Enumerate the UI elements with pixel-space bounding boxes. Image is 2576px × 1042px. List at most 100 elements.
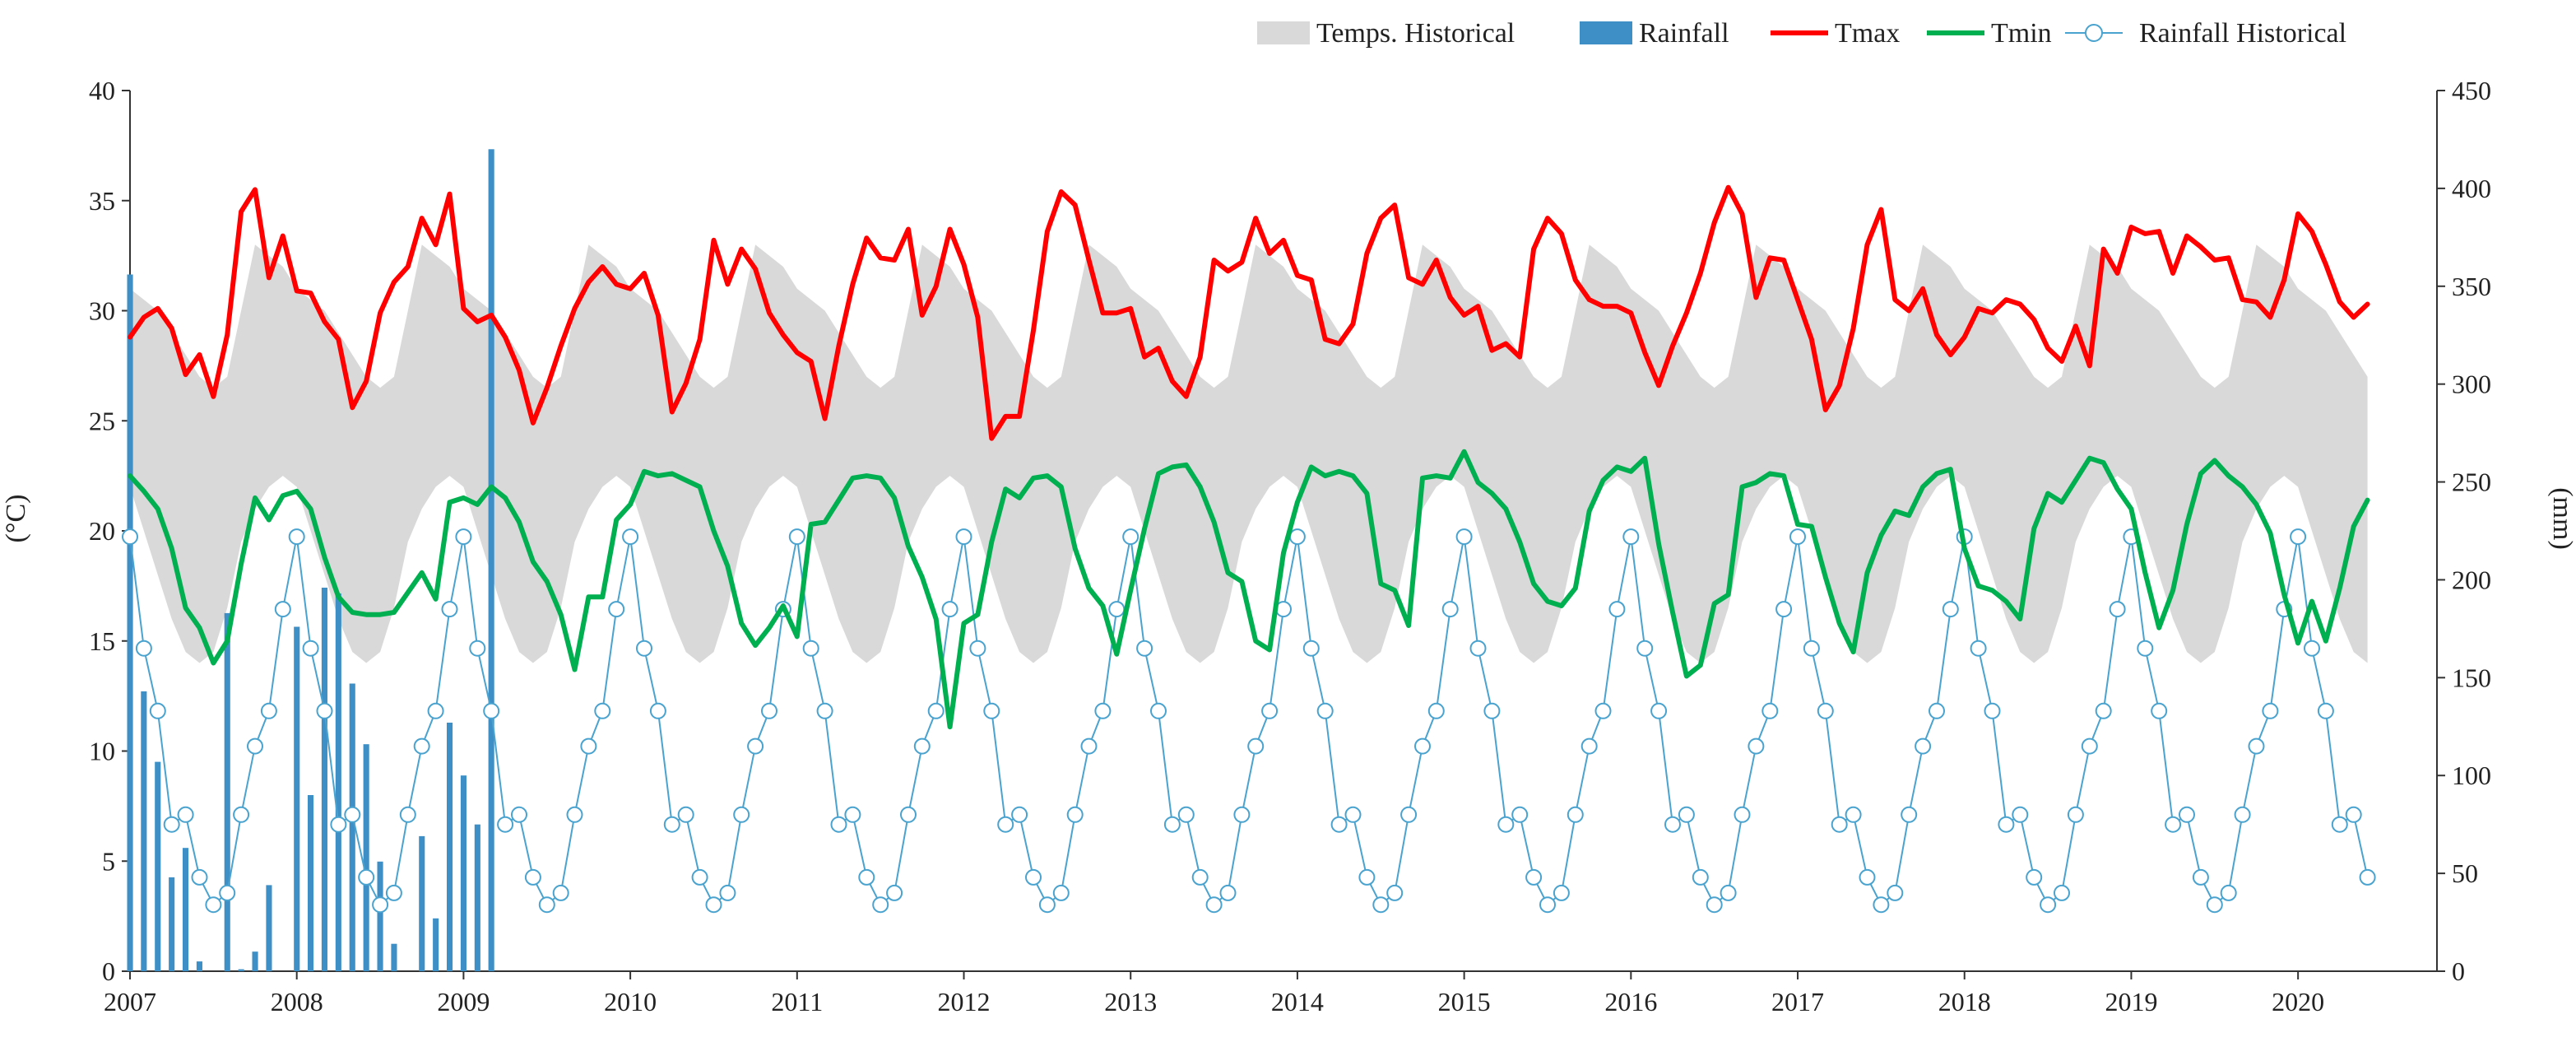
rainfall-historical-point bbox=[1136, 640, 1153, 657]
tmin-series bbox=[128, 449, 2370, 730]
rainfall-historical-point bbox=[1330, 816, 1348, 833]
rainfall-historical-point bbox=[1247, 737, 1265, 755]
rainfall-historical-point bbox=[2040, 896, 2057, 914]
rainfall-historical-point bbox=[1970, 640, 1987, 657]
rainfall-historical-point bbox=[177, 806, 194, 823]
rainfall-historical-point bbox=[247, 737, 263, 755]
legend-label-tmax: Tmax bbox=[1835, 18, 1900, 49]
legend-swatch-temps-historical bbox=[1257, 21, 1310, 44]
legend-item-tmax: Tmax bbox=[1771, 18, 1900, 49]
y-right-tick-label: 350 bbox=[2452, 272, 2491, 301]
rainfall-historical-point bbox=[552, 884, 569, 901]
rainfall-historical-point bbox=[900, 806, 917, 823]
rainfall-historical-point bbox=[580, 737, 597, 755]
legend-label-rainfall: Rainfall bbox=[1639, 18, 1729, 49]
rainfall-historical-point bbox=[649, 702, 666, 719]
x-tick-label: 2017 bbox=[1771, 987, 1824, 1016]
rainfall-historical-point bbox=[1191, 868, 1209, 886]
rainfall-historical-point bbox=[1720, 884, 1737, 901]
tmin-line bbox=[128, 449, 2370, 730]
rainfall-historical-point bbox=[2220, 884, 2237, 901]
rainfall-historical-point bbox=[1887, 884, 1904, 901]
y-left-tick-label: 30 bbox=[89, 296, 115, 326]
rainfall-historical-point bbox=[1358, 868, 1376, 886]
tick-labels: 0510152025303540050100150200250300350400… bbox=[89, 76, 2491, 1016]
rainfall-historical-point bbox=[483, 702, 500, 719]
legend: Temps. Historical Rainfall Tmax Tmin Rai… bbox=[1257, 18, 2346, 49]
rainfall-historical-point bbox=[594, 702, 611, 719]
rainfall-historical-point bbox=[1344, 806, 1362, 823]
rainfall-historical-point bbox=[2290, 528, 2307, 546]
rainfall-historical-point bbox=[538, 896, 555, 914]
rainfall-historical-point bbox=[1748, 737, 1765, 755]
rainfall-historical-point bbox=[2262, 702, 2279, 719]
rainfall-historical-point bbox=[1734, 806, 1751, 823]
rainfall-historical-point bbox=[1539, 896, 1556, 914]
rainfall-bar bbox=[224, 612, 230, 971]
y-left-tick-label: 0 bbox=[102, 956, 115, 986]
rainfall-historical-point bbox=[2331, 816, 2348, 833]
rainfall-historical-point bbox=[2317, 702, 2334, 719]
x-tick-label: 2018 bbox=[1938, 987, 1991, 1016]
rainfall-bar bbox=[252, 951, 258, 971]
rainfall-bar bbox=[460, 775, 466, 971]
rainfall-historical-point bbox=[1455, 528, 1473, 546]
y-right-axis-label: (mm) bbox=[2547, 487, 2576, 550]
x-tick-label: 2015 bbox=[1438, 987, 1491, 1016]
rainfall-historical-point bbox=[788, 528, 805, 546]
rainfall-historical-point bbox=[1483, 702, 1501, 719]
rainfall-historical-point bbox=[1025, 868, 1042, 886]
rainfall-historical-point bbox=[733, 806, 750, 823]
rainfall-historical-point bbox=[399, 806, 416, 823]
y-right-tick-label: 50 bbox=[2452, 858, 2478, 888]
rainfall-historical-point bbox=[1441, 601, 1459, 618]
legend-item-tmin: Tmin bbox=[1927, 18, 2052, 49]
rainfall-historical-point bbox=[1414, 737, 1431, 755]
y-right-tick-label: 150 bbox=[2452, 663, 2491, 692]
rainfall-historical-point bbox=[1177, 806, 1195, 823]
y-left-tick-label: 10 bbox=[89, 737, 115, 766]
rainfall-historical-point bbox=[260, 702, 277, 719]
rainfall-historical-point bbox=[1664, 816, 1681, 833]
rainfall-historical-point bbox=[1859, 868, 1876, 886]
rainfall-historical-point bbox=[1901, 806, 1918, 823]
x-tick-label: 2020 bbox=[2272, 987, 2324, 1016]
rainfall-historical-point bbox=[2151, 702, 2168, 719]
rainfall-historical-point bbox=[2248, 737, 2265, 755]
rainfall-bar bbox=[169, 877, 175, 971]
y-right-tick-label: 100 bbox=[2452, 761, 2491, 790]
rainfall-historical-point bbox=[747, 737, 764, 755]
x-tick-label: 2012 bbox=[938, 987, 991, 1016]
rainfall-historical-point bbox=[1511, 806, 1529, 823]
rainfall-historical-point bbox=[802, 640, 819, 657]
rainfall-historical-point bbox=[233, 806, 250, 823]
rainfall-historical-point bbox=[622, 528, 639, 546]
rainfall-bar bbox=[141, 691, 147, 971]
rainfall-historical-point bbox=[1469, 640, 1487, 657]
rainfall-historical-point bbox=[858, 868, 875, 886]
x-tick-label: 2009 bbox=[437, 987, 490, 1016]
rainfall-historical-point bbox=[1553, 884, 1570, 901]
rainfall-historical-point bbox=[497, 816, 514, 833]
rainfall-historical-point bbox=[608, 601, 625, 618]
rainfall-historical-point bbox=[1984, 702, 2001, 719]
rainfall-historical-point bbox=[1288, 528, 1306, 546]
rainfall-historical-point bbox=[1205, 896, 1223, 914]
rainfall-historical-point bbox=[997, 816, 1014, 833]
rainfall-historical-point bbox=[566, 806, 583, 823]
legend-label-tmin: Tmin bbox=[1991, 18, 2052, 49]
rainfall-historical-point bbox=[1929, 702, 1945, 719]
rainfall-historical-point bbox=[1372, 896, 1390, 914]
rainfall-historical-series bbox=[122, 528, 2376, 914]
rainfall-historical-point bbox=[427, 702, 444, 719]
rainfall-historical-point bbox=[1261, 702, 1279, 719]
rainfall-historical-point bbox=[1150, 702, 1167, 719]
rainfall-bar bbox=[196, 961, 202, 971]
rainfall-historical-point bbox=[1080, 737, 1098, 755]
rainfall-bar bbox=[335, 593, 341, 971]
rainfall-bar bbox=[127, 274, 133, 971]
rainfall-historical-point bbox=[983, 702, 1000, 719]
rainfall-bar bbox=[391, 943, 397, 971]
rainfall-historical-point bbox=[886, 884, 903, 901]
